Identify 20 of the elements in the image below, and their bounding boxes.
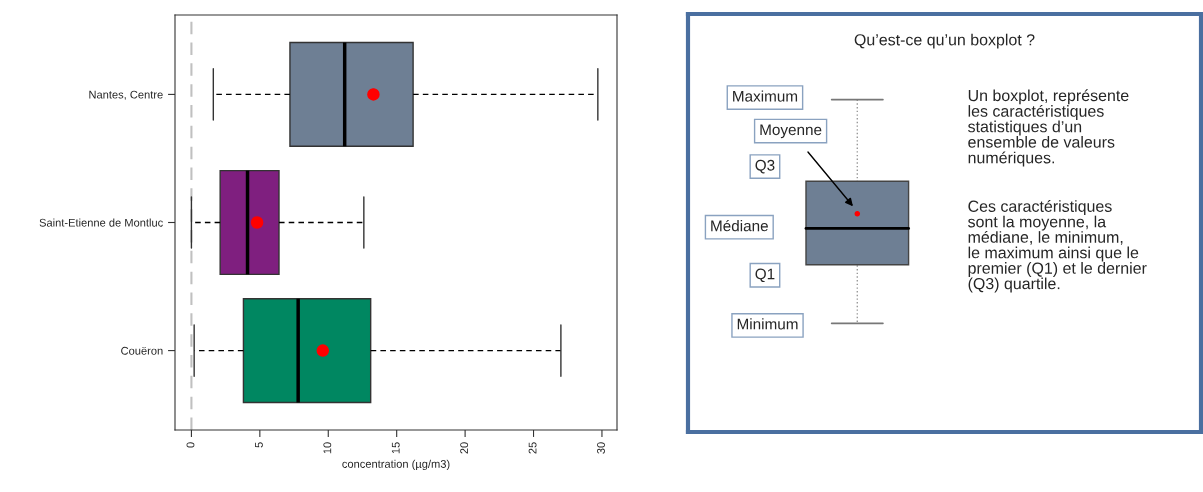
x-tick-label: 15 <box>391 442 400 454</box>
x-tick-label: 25 <box>528 442 537 454</box>
x-axis-title: concentration (µg/m3) <box>342 459 450 471</box>
text: Minimum <box>737 318 798 330</box>
text: Ces caractéristiques sont la moyenne, la médiane, le minimum, le maximum ainsi que le premier (Q1) et le dernier (Q3) quartile. <box>968 200 1147 293</box>
text: Qu’est-ce qu’un boxplot ? <box>854 33 1035 49</box>
text: Q3 <box>755 159 775 174</box>
x-tick-label: 10 <box>323 442 332 454</box>
text: Médiane <box>711 219 768 232</box>
x-tick-label: 20 <box>460 442 469 454</box>
text: Un boxplot, représente les caractéristiques statistiques d’un ensemble de valeurs numériques. <box>968 89 1129 167</box>
text: Maximum <box>733 90 798 102</box>
y-tick-label: Nantes, Centre <box>89 90 163 100</box>
text: Moyenne <box>760 124 822 139</box>
x-tick-label: 30 <box>597 442 605 454</box>
y-tick-label: Saint-Etienne de Montluc <box>39 218 163 227</box>
text: Q1 <box>755 268 775 283</box>
x-tick-label: 5 <box>255 442 263 448</box>
y-tick-label: Couëron <box>121 346 163 355</box>
x-tick-label: 0 <box>186 442 195 448</box>
